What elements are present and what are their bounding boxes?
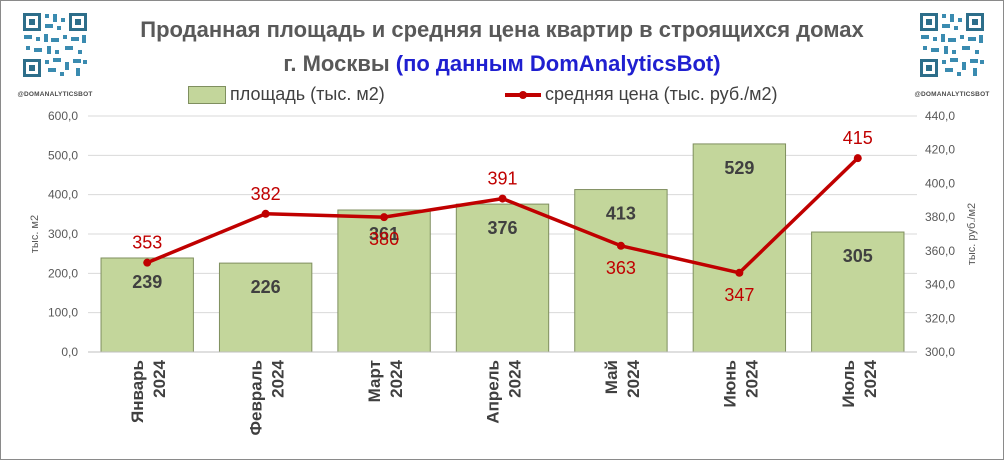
x-category-label: Февраль 2024	[247, 359, 288, 435]
y-right-tick-label: 360,0	[925, 244, 955, 258]
chart-subtitle: г. Москвы (по данным DomAnalyticsBot)	[110, 49, 894, 79]
x-category-year: 2024	[624, 359, 643, 397]
y-right-tick-label: 440,0	[925, 109, 955, 123]
legend-label-price: средняя цена (тыс. руб./м2)	[545, 84, 778, 104]
legend-label-area: площадь (тыс. м2)	[230, 84, 385, 104]
x-category-month: Март	[365, 360, 384, 402]
x-category-year: 2024	[861, 359, 880, 397]
legend-swatch-line	[505, 90, 541, 99]
x-category-label: Март 2024	[365, 359, 406, 402]
qr-code-left-icon	[20, 10, 90, 80]
y-left-tick-label: 500,0	[48, 148, 78, 162]
y-left-tick-label: 0,0	[61, 345, 78, 359]
qr-code-right-icon	[917, 10, 987, 80]
y-right-axis-label: тыс. руб./м2	[966, 203, 978, 265]
bar	[218, 262, 313, 353]
price-value-label: 347	[724, 285, 754, 305]
x-category-month: Май	[602, 360, 621, 394]
bar-value-label: 413	[606, 204, 636, 224]
bar	[692, 143, 787, 353]
x-category-month: Январь	[128, 360, 147, 423]
legend-swatch-bar	[188, 85, 226, 104]
price-point	[380, 213, 389, 222]
price-value-label: 353	[132, 233, 162, 253]
price-value-label: 380	[369, 229, 399, 249]
legend-item-area: площадь (тыс. м2)	[188, 84, 385, 105]
price-value-label: 363	[606, 258, 636, 278]
price-point	[261, 209, 270, 218]
x-category-year: 2024	[387, 359, 406, 397]
bar	[100, 257, 194, 353]
y-left-tick-label: 300,0	[48, 227, 78, 241]
price-point	[498, 194, 507, 203]
handle-left: @DOMANALYTICSBOT	[17, 91, 93, 98]
bar-value-label: 239	[132, 272, 162, 292]
price-point	[735, 268, 744, 277]
bar-value-label: 226	[251, 277, 281, 297]
y-left-tick-label: 200,0	[48, 266, 78, 280]
price-point	[143, 258, 152, 267]
x-category-label: Июль 2024	[839, 359, 880, 407]
y-left-tick-label: 600,0	[48, 109, 78, 123]
bar	[811, 231, 905, 353]
price-value-label: 382	[251, 184, 281, 204]
y-left-axis-label: тыс. м2	[29, 215, 41, 253]
x-category-month: Июль	[839, 360, 858, 408]
y-right-tick-label: 380,0	[925, 210, 955, 224]
x-category-label: Май 2024	[602, 359, 643, 397]
y-left-tick-label: 100,0	[48, 306, 78, 320]
x-category-year: 2024	[269, 359, 288, 397]
x-category-label: Апрель 2024	[484, 359, 525, 423]
x-category-year: 2024	[150, 359, 169, 397]
price-point	[616, 241, 625, 250]
x-category-year: 2024	[742, 359, 761, 397]
y-right-tick-label: 320,0	[925, 311, 955, 325]
y-right-tick-label: 420,0	[925, 143, 955, 157]
bar-value-label: 361	[369, 224, 399, 244]
chart-title: Проданная площадь и средняя цена квартир…	[140, 17, 864, 42]
legend-item-price: средняя цена (тыс. руб./м2)	[505, 84, 778, 105]
subtitle-city: г. Москвы	[283, 51, 390, 76]
handle-right: @DOMANALYTICSBOT	[914, 91, 990, 98]
x-category-month: Февраль	[247, 360, 266, 436]
x-category-year: 2024	[506, 359, 525, 397]
price-point	[853, 154, 862, 163]
x-category-month: Июнь	[720, 360, 739, 407]
y-left-tick-label: 400,0	[48, 188, 78, 202]
chart-legend: площадь (тыс. м2) средняя цена (тыс. руб…	[0, 84, 1004, 110]
x-category-month: Апрель	[484, 360, 503, 424]
price-value-label: 415	[843, 128, 873, 148]
bar-value-label: 305	[843, 246, 873, 266]
subtitle-source: (по данным DomAnalyticsBot)	[395, 51, 721, 76]
y-right-tick-label: 400,0	[925, 176, 955, 190]
y-right-tick-label: 340,0	[925, 278, 955, 292]
price-value-label: 391	[487, 169, 517, 189]
bar-value-label: 529	[724, 158, 754, 178]
bar-value-label: 376	[487, 218, 517, 238]
bar	[574, 189, 668, 353]
x-category-label: Июнь 2024	[720, 359, 761, 407]
bar	[455, 203, 550, 353]
x-category-label: Январь 2024	[128, 359, 169, 423]
y-right-tick-label: 300,0	[925, 345, 955, 359]
